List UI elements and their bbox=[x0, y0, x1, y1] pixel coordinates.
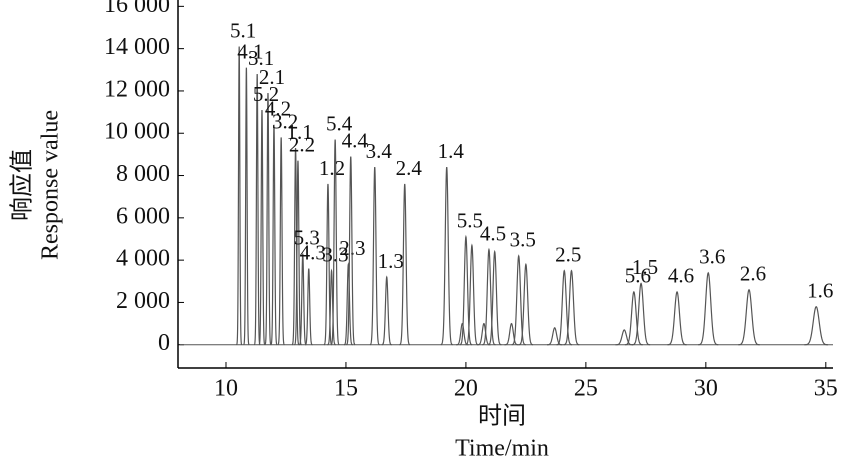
x-tick-label: 20 bbox=[454, 376, 478, 402]
peak-label: 5.4 bbox=[326, 111, 353, 135]
x-tick-label: 10 bbox=[214, 376, 238, 402]
peak bbox=[631, 282, 651, 346]
peak-label: 2.4 bbox=[396, 156, 423, 180]
y-axis-subtitle: Response value bbox=[38, 110, 64, 260]
peak-label: 4.5 bbox=[480, 221, 506, 245]
y-tick-label: 4 000 bbox=[116, 246, 170, 272]
y-tick-label: 0 bbox=[158, 330, 170, 356]
peak-label: 3.2 bbox=[272, 109, 298, 133]
peak bbox=[270, 124, 278, 346]
peak bbox=[624, 290, 643, 346]
peak-label: 3.4 bbox=[366, 139, 393, 163]
peak bbox=[327, 268, 336, 346]
peak-label: 2.6 bbox=[740, 262, 766, 286]
x-tick-label: 35 bbox=[814, 376, 838, 402]
peak-label: 2.2 bbox=[289, 133, 315, 157]
peak bbox=[504, 322, 519, 346]
peak bbox=[343, 262, 353, 346]
peak-label: 4.1 bbox=[237, 39, 263, 63]
peak-label: 3.3 bbox=[322, 243, 348, 267]
y-axis-title: 响应值 bbox=[9, 149, 36, 221]
peak bbox=[556, 269, 573, 346]
x-axis-subtitle: Time/min bbox=[455, 436, 549, 462]
peak bbox=[615, 329, 634, 346]
peak bbox=[738, 288, 760, 346]
peak bbox=[291, 147, 300, 346]
peak bbox=[518, 262, 534, 346]
y-tick-label: 6 000 bbox=[116, 203, 170, 229]
y-tick-label: 10 000 bbox=[104, 119, 170, 145]
peak-label: 3.1 bbox=[248, 46, 274, 70]
peak-label: 1.5 bbox=[632, 255, 658, 279]
peak bbox=[698, 271, 719, 346]
peak bbox=[323, 183, 333, 346]
peak-label: 4.6 bbox=[668, 264, 694, 288]
peak-label: 5.6 bbox=[625, 264, 651, 288]
peak bbox=[547, 327, 563, 346]
y-tick-label: 14 000 bbox=[104, 34, 170, 60]
x-axis-title: 时间 bbox=[478, 403, 526, 430]
peak bbox=[243, 67, 250, 346]
peak bbox=[399, 183, 411, 346]
peak bbox=[511, 254, 526, 346]
peak-label: 4.2 bbox=[265, 97, 291, 121]
x-tick-label: 30 bbox=[694, 376, 718, 402]
y-tick-label: 16 000 bbox=[104, 0, 170, 18]
peak bbox=[330, 139, 340, 346]
x-tick-label: 15 bbox=[334, 376, 358, 402]
peak-label: 5.3 bbox=[294, 226, 320, 250]
peak bbox=[482, 247, 496, 346]
peak-label: 1.6 bbox=[807, 278, 833, 302]
y-tick-label: 2 000 bbox=[116, 288, 170, 314]
peak bbox=[487, 249, 502, 346]
peak bbox=[258, 109, 266, 346]
peak-label: 2.5 bbox=[555, 243, 581, 267]
peak-label: 4.3 bbox=[300, 240, 326, 264]
peak bbox=[465, 243, 479, 346]
peak bbox=[563, 269, 580, 346]
peak-label: 4.4 bbox=[342, 128, 369, 152]
peak-label: 1.3 bbox=[378, 249, 404, 273]
peak bbox=[277, 137, 285, 346]
peak bbox=[381, 275, 392, 346]
peak-label: 5.5 bbox=[457, 209, 483, 233]
peak bbox=[298, 253, 307, 346]
peak bbox=[459, 234, 473, 346]
peak bbox=[804, 305, 829, 346]
peak-label: 1.2 bbox=[319, 156, 345, 180]
peak-label: 3.6 bbox=[699, 245, 725, 269]
peak bbox=[667, 290, 687, 346]
peak-label: 3.5 bbox=[510, 228, 536, 252]
peak bbox=[264, 93, 272, 346]
x-tick-label: 25 bbox=[574, 376, 598, 402]
peak bbox=[236, 46, 243, 346]
peak bbox=[253, 73, 261, 346]
peak-label: 5.1 bbox=[230, 18, 256, 42]
y-tick-label: 8 000 bbox=[116, 161, 170, 187]
y-tick-label: 12 000 bbox=[104, 76, 170, 102]
peak bbox=[440, 166, 453, 346]
peak bbox=[369, 166, 380, 346]
peak-label: 2.1 bbox=[259, 65, 285, 89]
peak bbox=[346, 156, 356, 346]
peak bbox=[304, 268, 313, 346]
peak-label: 1.4 bbox=[438, 139, 465, 163]
peak-label: 1.1 bbox=[286, 120, 312, 144]
peak bbox=[477, 322, 491, 346]
peak-label: 5.2 bbox=[253, 82, 279, 106]
